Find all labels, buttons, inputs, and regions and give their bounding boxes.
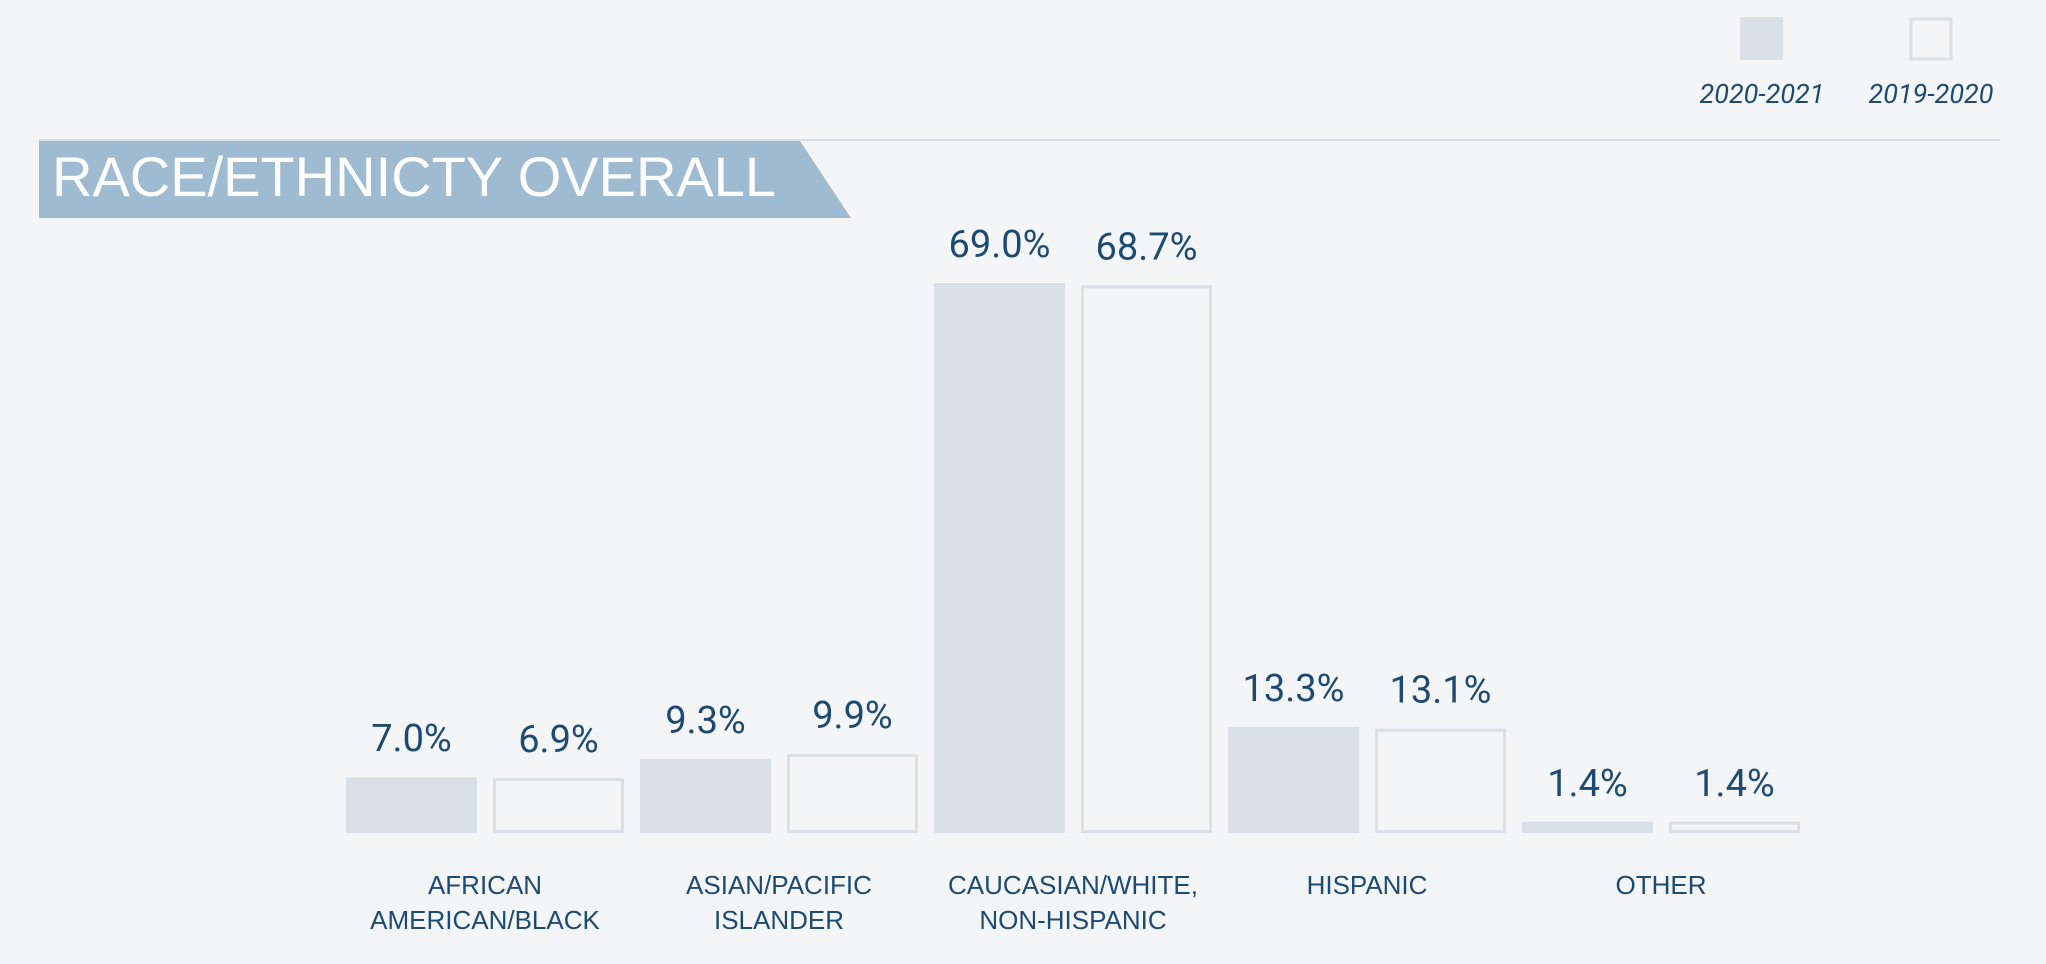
bar — [1081, 285, 1212, 833]
bar — [787, 754, 918, 834]
x-tick-label: AFRICAN AMERICAN/BLACK — [370, 870, 600, 935]
bar — [934, 283, 1065, 833]
bar — [640, 758, 771, 833]
value-label: 9.3% — [665, 699, 746, 743]
value-label: 1.4% — [1547, 762, 1628, 806]
value-label: 1.4% — [1694, 762, 1775, 806]
legend-swatch — [1909, 17, 1953, 61]
bar — [1375, 728, 1506, 833]
x-tick-label: OTHER — [1615, 870, 1707, 900]
value-label: 69.0% — [949, 223, 1051, 267]
x-tick-label: HISPANIC — [1306, 870, 1428, 900]
chart-title: RACE/ETHNICTY OVERALL — [52, 145, 776, 208]
title-banner — [39, 141, 851, 218]
legend-label: 2020-2021 — [1700, 78, 1825, 110]
value-label: 13.1% — [1390, 669, 1492, 713]
value-label: 68.7% — [1096, 225, 1198, 269]
value-label: 13.3% — [1243, 667, 1345, 711]
legend-label: 2019-2020 — [1869, 78, 1994, 110]
value-label: 6.9% — [518, 718, 599, 762]
x-tick-label: CAUCASIAN/WHITE, NON-HISPANIC — [948, 870, 1198, 935]
bar — [1669, 821, 1800, 833]
value-label: 7.0% — [371, 717, 452, 761]
bar — [346, 777, 477, 833]
bar — [493, 778, 624, 833]
legend-swatch — [1740, 17, 1783, 60]
bar — [1522, 821, 1653, 833]
value-label: 9.9% — [812, 694, 893, 738]
x-tick-label: ASIAN/PACIFIC ISLANDER — [686, 870, 872, 935]
bar — [1228, 726, 1359, 833]
